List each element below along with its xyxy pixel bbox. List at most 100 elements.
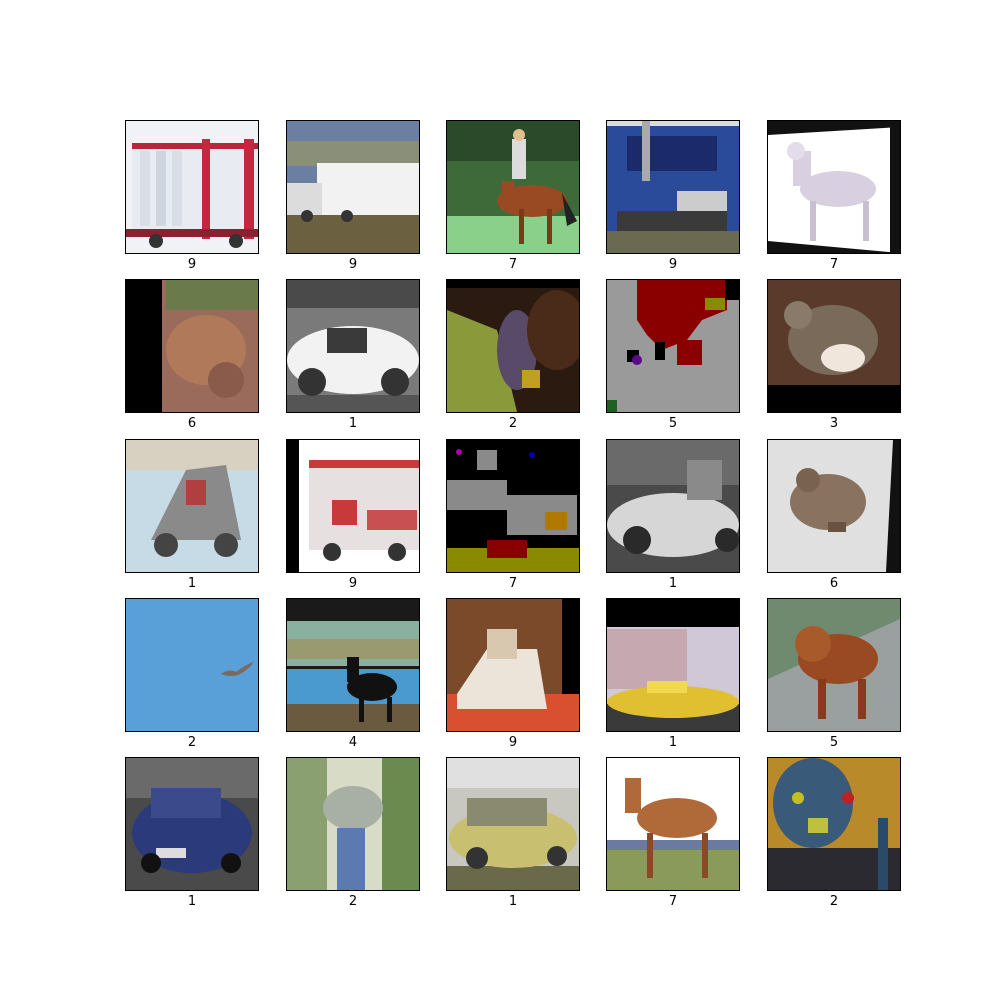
thumbnail-image xyxy=(126,121,258,253)
thumbnail-image xyxy=(447,758,579,890)
class-label: 9 xyxy=(348,257,358,272)
class-label: 5 xyxy=(829,735,839,750)
class-label: 5 xyxy=(668,416,678,431)
thumbnail-image xyxy=(607,758,739,890)
thumbnail-image xyxy=(447,599,579,731)
class-label: 7 xyxy=(508,576,518,591)
grid-cell: 9 xyxy=(286,120,420,273)
thumbnail-image xyxy=(126,599,258,731)
thumbnail-noise-black-grey xyxy=(446,439,580,573)
class-label: 1 xyxy=(187,576,197,591)
thumbnail-image xyxy=(607,121,739,253)
class-label: 6 xyxy=(187,416,197,431)
grid-cell: 2 xyxy=(286,757,420,910)
thumbnail-image xyxy=(126,280,258,412)
thumbnail-image xyxy=(287,440,419,572)
thumbnail-frog-grey xyxy=(767,439,901,573)
class-label: 3 xyxy=(829,416,839,431)
thumbnail-horse-brown xyxy=(606,757,740,891)
class-label: 9 xyxy=(187,257,197,272)
thumbnail-firetruck-white-red xyxy=(286,439,420,573)
class-label: 9 xyxy=(668,257,678,272)
class-label: 1 xyxy=(187,894,197,909)
grid-cell: 6 xyxy=(767,439,901,592)
grid-cell: 1 xyxy=(446,757,580,910)
thumbnail-horse-rider xyxy=(446,120,580,254)
thumbnail-image xyxy=(768,599,900,731)
class-label: 6 xyxy=(829,576,839,591)
class-label: 1 xyxy=(508,894,518,909)
thumbnail-truck-orange-right-pad xyxy=(446,598,580,732)
thumbnail-image xyxy=(287,280,419,412)
thumbnail-image xyxy=(768,121,900,253)
class-label: 1 xyxy=(668,576,678,591)
grid-cell: 9 xyxy=(446,598,580,751)
grid-cell: 7 xyxy=(606,757,740,910)
thumbnail-image xyxy=(607,599,739,731)
thumbnail-horse-white xyxy=(767,120,901,254)
grid-cell: 9 xyxy=(286,439,420,592)
thumbnail-frog-brown-left-pad xyxy=(125,279,259,413)
grid-cell: 1 xyxy=(606,439,740,592)
grid-cell: 1 xyxy=(125,439,259,592)
thumbnail-image xyxy=(287,121,419,253)
grid-cell: 7 xyxy=(446,120,580,273)
thumbnail-truck-grey-cabin xyxy=(125,439,259,573)
thumbnail-bird-dark xyxy=(446,279,580,413)
thumbnail-image xyxy=(768,440,900,572)
thumbnail-car-yellow xyxy=(446,757,580,891)
thumbnail-noise-red-grey xyxy=(606,279,740,413)
class-label: 7 xyxy=(508,257,518,272)
grid-cell: 4 xyxy=(286,598,420,751)
grid-cell: 1 xyxy=(606,598,740,751)
thumbnail-image xyxy=(287,758,419,890)
thumbnail-car-white-convertible xyxy=(286,279,420,413)
class-label: 4 xyxy=(348,735,358,750)
thumbnail-image xyxy=(126,440,258,572)
grid-cell: 7 xyxy=(446,439,580,592)
class-label: 7 xyxy=(829,257,839,272)
grid-cell: 2 xyxy=(125,598,259,751)
thumbnail-image xyxy=(768,280,900,412)
thumbnail-bird-in-sky xyxy=(125,598,259,732)
thumbnail-truck-blue-front xyxy=(606,120,740,254)
thumbnail-bird-ostrich-dark xyxy=(767,757,901,891)
grid-cell: 9 xyxy=(606,120,740,273)
thumbnail-image xyxy=(447,280,579,412)
thumbnail-car-silver xyxy=(606,439,740,573)
class-label: 1 xyxy=(668,735,678,750)
thumbnail-truck-white-trailer xyxy=(286,120,420,254)
class-label: 2 xyxy=(829,894,839,909)
grid-cell: 2 xyxy=(446,279,580,432)
grid-cell: 7 xyxy=(767,120,901,273)
grid-cell: 1 xyxy=(125,757,259,910)
class-label: 2 xyxy=(187,735,197,750)
thumbnail-image xyxy=(607,280,739,412)
class-label: 2 xyxy=(508,416,518,431)
grid-cell: 6 xyxy=(125,279,259,432)
thumbnail-image xyxy=(447,440,579,572)
thumbnail-car-blue xyxy=(125,757,259,891)
thumbnail-image xyxy=(768,758,900,890)
class-label: 1 xyxy=(348,416,358,431)
grid-cell: 5 xyxy=(767,598,901,751)
thumbnail-truck-red-white xyxy=(125,120,259,254)
grid-cell: 9 xyxy=(125,120,259,273)
thumbnail-image xyxy=(607,440,739,572)
grid-cell: 1 xyxy=(286,279,420,432)
thumbnail-image xyxy=(287,599,419,731)
grid-cell: 3 xyxy=(767,279,901,432)
thumbnail-deer-black-top-pad xyxy=(286,598,420,732)
class-label: 2 xyxy=(348,894,358,909)
thumbnail-bird-ostrich-green xyxy=(286,757,420,891)
class-label: 9 xyxy=(348,576,358,591)
thumbnail-image xyxy=(126,758,258,890)
thumbnail-image xyxy=(447,121,579,253)
class-label: 7 xyxy=(668,894,678,909)
grid-cell: 2 xyxy=(767,757,901,910)
class-label: 9 xyxy=(508,735,518,750)
grid-cell: 5 xyxy=(606,279,740,432)
thumbnail-dog-brown xyxy=(767,598,901,732)
thumbnail-car-yellow-top-pad xyxy=(606,598,740,732)
